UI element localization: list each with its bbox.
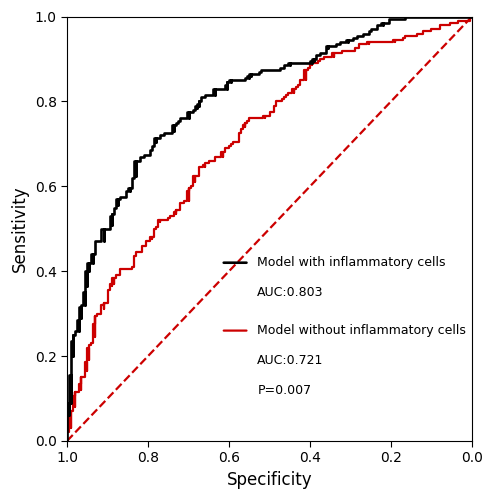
X-axis label: Specificity: Specificity: [227, 471, 312, 489]
Text: AUC:0.803: AUC:0.803: [257, 286, 324, 299]
Text: P=0.007: P=0.007: [257, 384, 312, 396]
Text: AUC:0.721: AUC:0.721: [257, 354, 324, 367]
Text: Model without inflammatory cells: Model without inflammatory cells: [257, 324, 466, 337]
Text: Model with inflammatory cells: Model with inflammatory cells: [257, 256, 446, 269]
Y-axis label: Sensitivity: Sensitivity: [11, 186, 29, 272]
